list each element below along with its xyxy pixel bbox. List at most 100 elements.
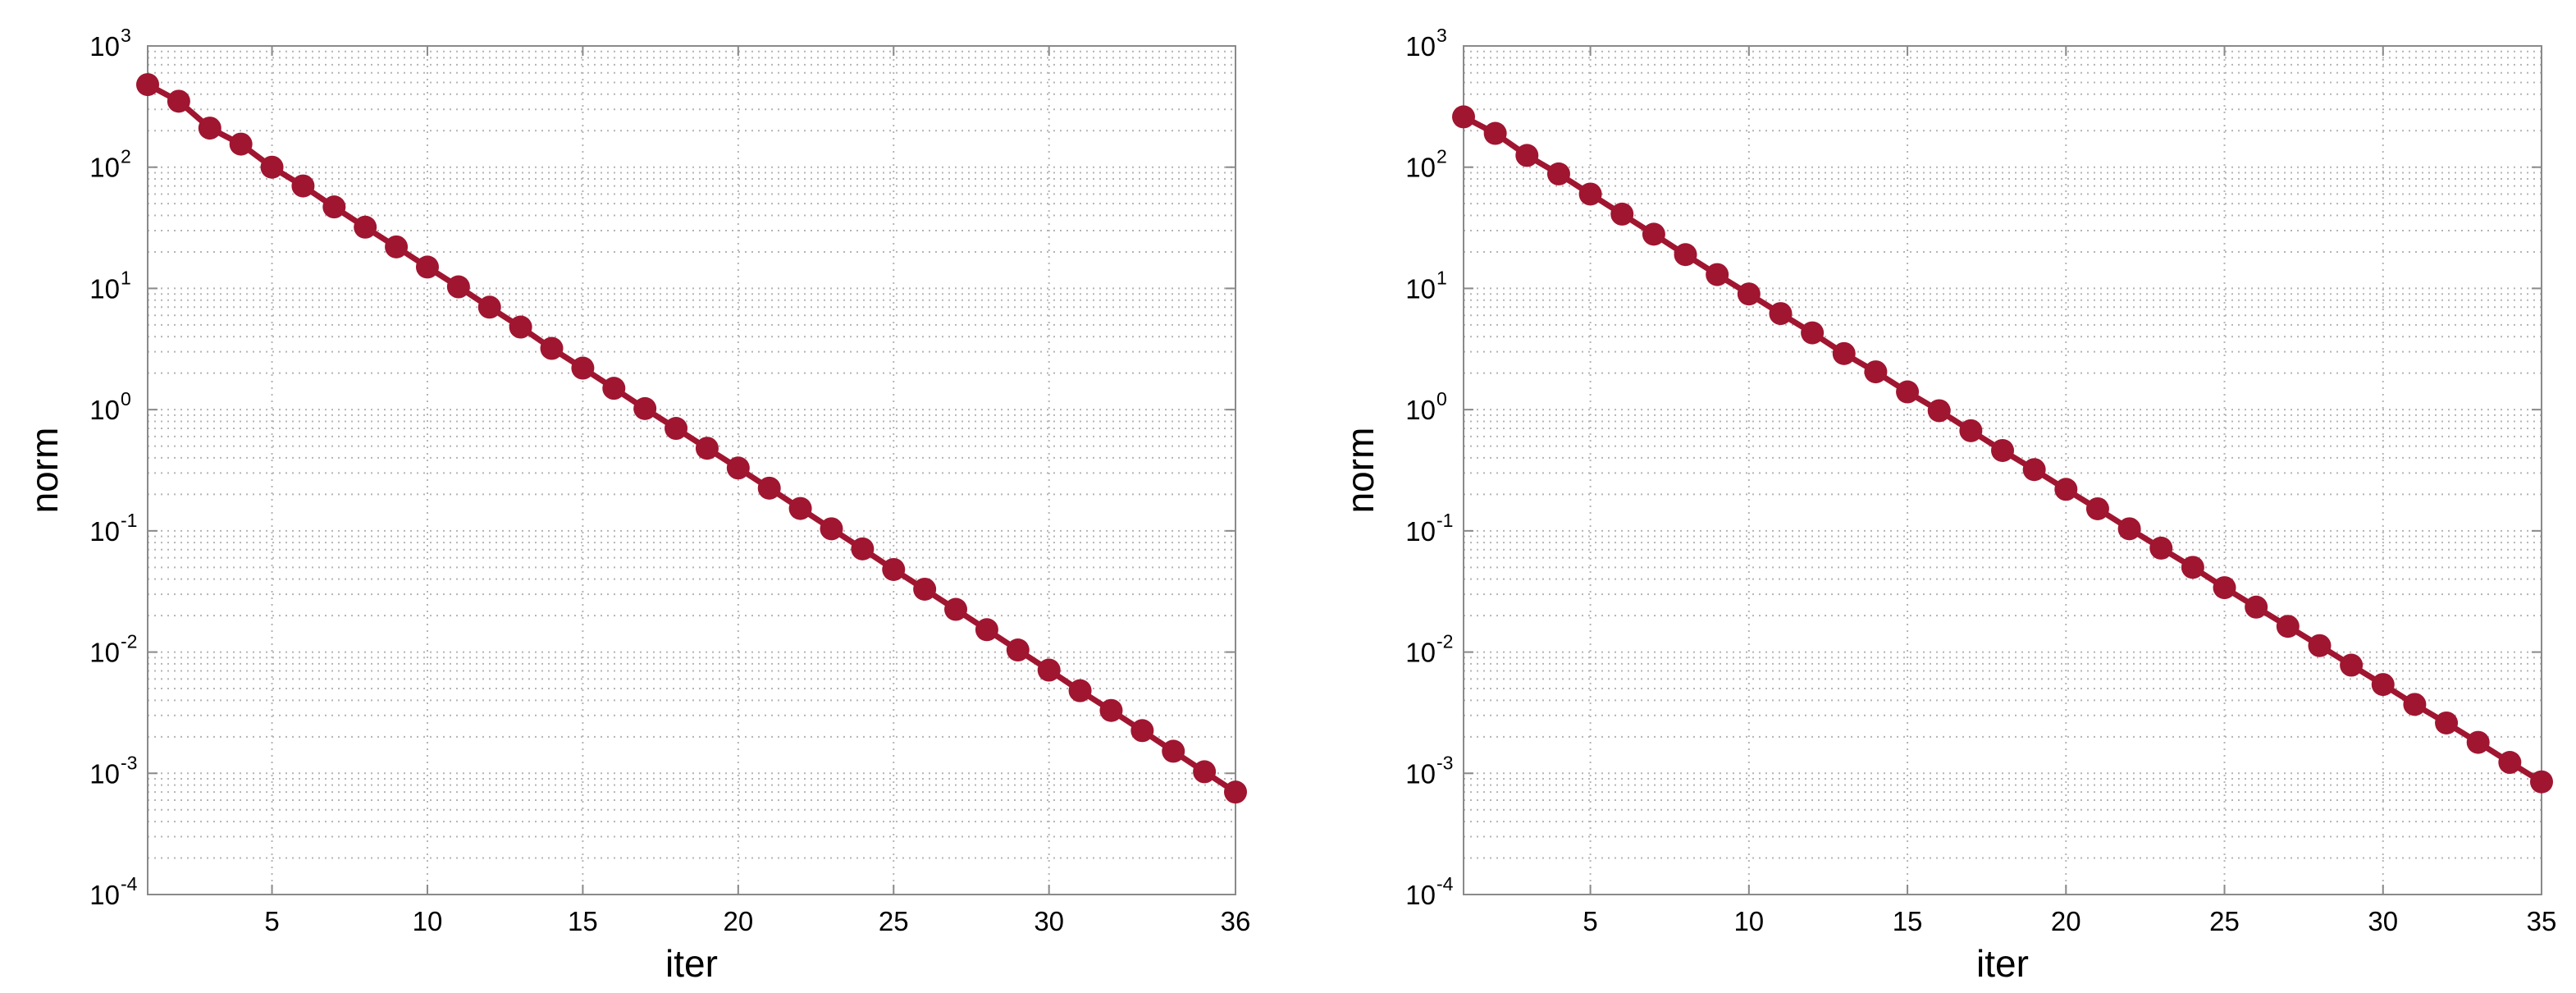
y-tick-base: 10	[89, 395, 120, 425]
data-point	[540, 336, 564, 360]
y-tick-label: 10	[1405, 273, 1436, 304]
plot-area	[148, 46, 1235, 895]
data-point	[665, 417, 688, 441]
chart-right: 10 -410 -310 -210 -110 010 110 210 35 10 15 20 25 30 3…	[1339, 25, 2556, 985]
y-tick-label: 10	[89, 395, 120, 425]
y-tick-label: 10	[89, 153, 120, 183]
y-tick-exponent: 2	[1436, 146, 1447, 167]
data-point	[2466, 730, 2490, 754]
y-tick-base: 10	[89, 31, 120, 62]
y-tick-base: 10	[1405, 758, 1436, 789]
y-tick-base: 10	[89, 153, 120, 183]
data-point	[882, 557, 906, 581]
x-axis-title: iter	[665, 942, 718, 985]
data-point	[913, 577, 937, 601]
data-point	[385, 235, 409, 259]
x-tick-label: 20	[2051, 906, 2081, 936]
data-point	[726, 456, 750, 480]
data-point	[1959, 419, 1983, 442]
data-point	[291, 174, 315, 198]
data-point	[2403, 693, 2427, 716]
data-point	[229, 132, 253, 156]
data-point	[571, 356, 595, 380]
y-tick-base: 10	[1405, 273, 1436, 304]
x-tick-label: 10	[413, 906, 443, 936]
data-point	[1832, 341, 1856, 365]
y-tick-base: 10	[89, 758, 120, 789]
y-tick-base: 10	[1405, 153, 1436, 183]
y-tick-base: 10	[89, 273, 120, 304]
data-point	[1801, 321, 1825, 345]
data-point	[975, 618, 998, 642]
axes-box	[1463, 45, 2542, 895]
y-tick-base: 10	[1405, 516, 1436, 547]
y-tick-base: 10	[1405, 880, 1436, 910]
data-point	[1546, 162, 1570, 185]
y-tick-label: 10	[89, 273, 120, 304]
data-point	[1737, 282, 1761, 306]
data-point	[1642, 222, 1665, 246]
y-tick-exponent: -3	[121, 752, 137, 773]
data-point	[2149, 536, 2173, 560]
data-point	[1578, 182, 1602, 206]
plot-area	[1464, 46, 2542, 895]
x-axis-title: iter	[1976, 942, 2029, 985]
data-point	[1896, 380, 1920, 404]
data-point	[2054, 478, 2078, 501]
y-tick-exponent: 2	[121, 146, 131, 167]
y-tick-base: 10	[1405, 31, 1436, 62]
data-point	[851, 537, 875, 561]
data-point	[1193, 760, 1217, 784]
chart-left: 10 -410 -310 -210 -110 010 110 210 35 10 15 20 25 30 3…	[23, 25, 1250, 985]
data-point	[1162, 739, 1185, 763]
x-tick-label: 35	[2527, 906, 2557, 936]
data-point	[509, 315, 532, 339]
y-tick-base: 10	[1405, 395, 1436, 425]
y-tick-exponent: -1	[121, 510, 137, 531]
x-tick-label: 36	[1221, 906, 1251, 936]
x-tick-label: 5	[264, 906, 279, 936]
y-tick-exponent: -2	[121, 631, 137, 652]
y-tick-exponent: 3	[121, 25, 131, 46]
y-tick-label: 10	[89, 758, 120, 789]
y-tick-label: 10	[1405, 395, 1436, 425]
data-point	[1099, 698, 1123, 722]
data-point	[2022, 458, 2046, 482]
data-point	[198, 117, 222, 140]
data-point	[1610, 202, 1634, 226]
data-point	[633, 396, 657, 420]
data-point	[2276, 615, 2300, 638]
data-point	[1224, 780, 1247, 804]
y-tick-label: 10	[89, 31, 120, 62]
series-0	[1452, 105, 2553, 794]
data-point	[1037, 658, 1061, 682]
data-point	[322, 195, 346, 219]
y-tick-exponent: -4	[121, 873, 138, 895]
y-tick-exponent: -4	[1436, 873, 1454, 895]
y-tick-exponent: 0	[1436, 388, 1447, 410]
y-tick-exponent: -3	[1436, 752, 1453, 773]
data-point	[2340, 653, 2364, 677]
y-tick-label: 10	[1405, 153, 1436, 183]
x-tick-label: 15	[1893, 906, 1923, 936]
data-point	[2498, 751, 2522, 775]
x-tick-label: 10	[1733, 906, 1764, 936]
data-point	[944, 597, 968, 621]
data-point	[1452, 105, 1475, 129]
grid	[148, 45, 1236, 895]
data-point	[446, 275, 470, 299]
x-tick-label: 20	[723, 906, 753, 936]
x-tick-label: 25	[2209, 906, 2240, 936]
data-point	[2308, 634, 2332, 657]
data-point	[1674, 243, 1697, 267]
data-point	[477, 295, 501, 319]
data-point	[1991, 438, 2014, 462]
data-point	[2117, 517, 2141, 541]
y-tick-base: 10	[1405, 638, 1436, 668]
data-point	[1483, 121, 1507, 145]
y-axis-title: norm	[1339, 428, 1382, 514]
y-tick-label: 10	[1405, 516, 1436, 547]
data-point	[354, 215, 377, 239]
